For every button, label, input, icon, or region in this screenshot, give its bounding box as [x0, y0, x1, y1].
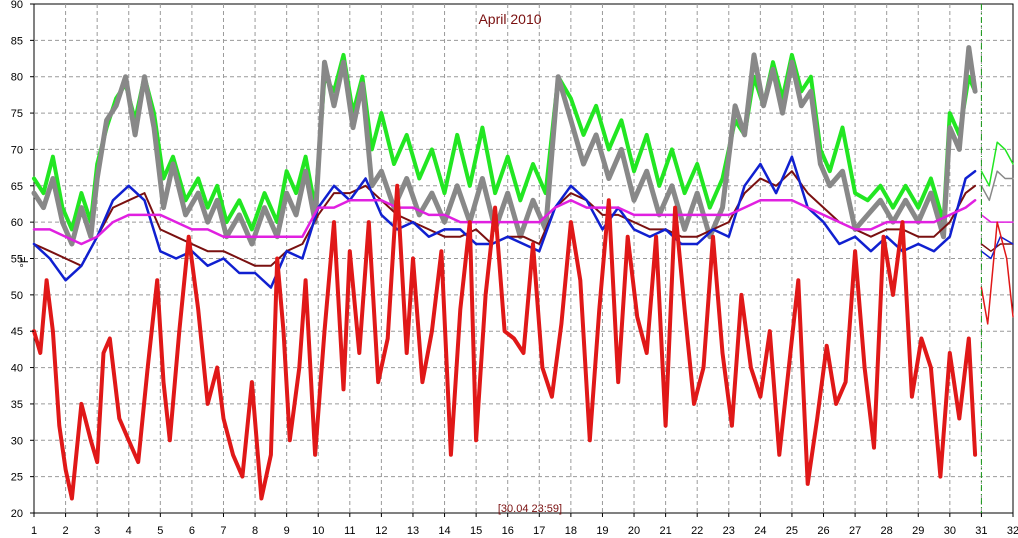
timestamp-label: [30.04 23:59] [498, 503, 562, 515]
x-tick-label: 1 [31, 525, 37, 537]
x-tick-label: 31 [975, 525, 987, 537]
y-axis-label: °F [19, 256, 31, 267]
y-tick-label: 20 [11, 508, 23, 520]
y-tick-label: 60 [11, 217, 23, 229]
series-continuation-2 [980, 170, 1014, 202]
chart-title: April 2010 [478, 11, 541, 27]
x-tick-label: 26 [817, 525, 829, 537]
x-tick-label: 3 [94, 525, 100, 537]
x-tick-label: 13 [407, 525, 419, 537]
x-tick-label: 8 [252, 525, 258, 537]
x-tick-label: 28 [881, 525, 893, 537]
x-tick-label: 10 [312, 525, 324, 537]
x-tick-label: 7 [220, 525, 226, 537]
x-tick-label: 12 [375, 525, 387, 537]
grid [33, 3, 1014, 514]
series-continuation-4 [980, 235, 1014, 260]
x-tick-label: 16 [502, 525, 514, 537]
x-tick-label: 21 [659, 525, 671, 537]
y-tick-label: 75 [11, 108, 23, 120]
x-tick-label: 14 [438, 525, 450, 537]
x-tick-label: 6 [189, 525, 195, 537]
series-line-6 [32, 183, 978, 501]
x-tick-label: 17 [533, 525, 545, 537]
x-tick-label: 32 [1007, 525, 1018, 537]
series-layer [31, 45, 1014, 501]
series-continuation-1 [980, 141, 1014, 187]
plot-frame [33, 3, 1014, 514]
y-tick-label: 65 [11, 181, 23, 193]
x-tick-label: 4 [126, 525, 132, 537]
y-tick-label: 90 [11, 0, 23, 11]
y-tick-label: 35 [11, 399, 23, 411]
x-tick-label: 19 [596, 525, 608, 537]
x-tick-label: 18 [565, 525, 577, 537]
y-tick-label: 50 [11, 290, 23, 302]
y-tick-label: 85 [11, 35, 23, 47]
y-tick-label: 25 [11, 472, 23, 484]
x-axis-ticks: 1 2 3 4 5 6 7 8 9 10 11 12 13 14 15 16 17 18 19 20 21 22 23 24 2… [31, 513, 1018, 537]
x-tick-label: 15 [470, 525, 482, 537]
x-tick-label: 9 [284, 525, 290, 537]
x-tick-label: 30 [944, 525, 956, 537]
x-tick-label: 2 [63, 525, 69, 537]
x-tick-label: 20 [628, 525, 640, 537]
x-tick-label: 29 [912, 525, 924, 537]
y-tick-label: 70 [11, 144, 23, 156]
y-tick-label: 80 [11, 72, 23, 84]
y-tick-label: 45 [11, 326, 23, 338]
series-line-5 [32, 199, 977, 246]
y-tick-label: 30 [11, 435, 23, 447]
y-axis-ticks: 20 25 30 35 40 45 50 55 60 65 70 75 80 85 90 [11, 0, 34, 520]
y-tick-label: 40 [11, 363, 23, 375]
x-tick-label: 27 [849, 525, 861, 537]
x-tick-label: 24 [754, 525, 766, 537]
x-tick-label: 11 [344, 525, 355, 537]
x-tick-label: 23 [723, 525, 735, 537]
x-tick-label: 5 [157, 525, 163, 537]
y-tick-label: 55 [11, 254, 23, 266]
x-tick-label: 25 [786, 525, 798, 537]
series-continuation-6 [980, 221, 1014, 325]
series-line-2 [31, 45, 978, 247]
series-continuation-5 [980, 214, 1014, 223]
x-tick-label: 22 [691, 525, 703, 537]
